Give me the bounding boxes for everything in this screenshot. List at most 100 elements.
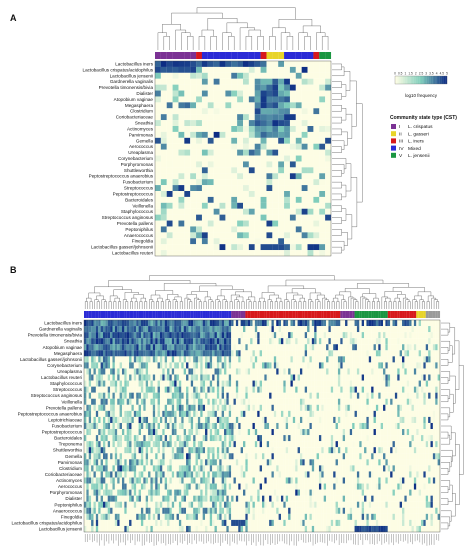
heatmap-cell [254,362,258,369]
heatmap-cell [240,416,244,424]
heatmap-cell [278,435,282,442]
heatmap-cell [148,362,151,369]
heatmap-cell [169,459,172,466]
heatmap-cell [235,332,239,339]
cst-bar-cell [254,52,261,59]
heatmap-cell [233,435,236,442]
heatmap-cell [307,435,310,442]
heatmap-cell [373,410,376,417]
heatmap-cell [235,435,239,442]
heatmap-cell [254,120,261,127]
heatmap-cell [162,362,165,369]
heatmap-cell [437,356,441,363]
heatmap-cell [252,410,255,417]
dendrogram-branch [140,297,146,302]
heatmap-cell [102,416,106,424]
heatmap-cell [421,410,424,417]
heatmap-cell [178,380,182,387]
heatmap-cell [299,350,303,357]
heatmap-cell [233,392,236,399]
heatmap-cell [283,332,286,339]
heatmap-cell [237,173,244,180]
heatmap-cell [190,362,194,369]
heatmap-cell [257,362,260,369]
heatmap-cell [399,374,403,381]
row-label: Prevotella pallens [117,221,154,226]
heatmap-cell [235,416,239,424]
heatmap-cell [143,435,146,442]
heatmap-cell [271,441,274,448]
heatmap-cell [252,332,255,339]
heatmap-cell [266,208,273,215]
heatmap-cell [352,453,355,460]
heatmap-cell [283,380,286,387]
heatmap-cell [243,226,249,233]
heatmap-cell [162,374,165,381]
heatmap-cell [178,137,185,144]
heatmap-cell [349,453,353,460]
legend-roman: III [399,139,403,145]
heatmap-cell [240,453,244,460]
cst-bar-cell [260,52,267,59]
heatmap-cell [313,202,320,209]
heatmap-cell [366,326,369,333]
colorbar-swatch [405,76,407,84]
heatmap-cell [197,441,201,448]
heatmap-cell [314,398,317,405]
heatmap-cell [335,356,338,363]
heatmap-cell [260,214,267,221]
heatmap-cell [114,332,118,339]
heatmap-cell [425,453,429,460]
heatmap-cell [316,320,320,327]
dendrogram-branch [160,301,164,309]
cst-bar-cell [219,52,226,59]
heatmap-cell [335,344,338,351]
heatmap-cell [345,374,348,381]
dendrogram-branch [204,296,211,302]
cst-bar-cell [361,311,365,318]
dendrogram-branch [248,29,261,37]
heatmap-cell [313,196,320,203]
heatmap-cell [207,447,210,454]
heatmap-cell [226,356,229,363]
heatmap-cell [352,332,355,339]
heatmap-cell [157,453,160,460]
heatmap-cell [262,338,265,345]
heatmap-cell [207,404,210,411]
heatmap-cell [124,447,127,454]
heatmap-cell [328,429,331,436]
heatmap-cell [136,435,139,442]
heatmap-cell [289,61,296,67]
heatmap-cell [212,429,215,436]
heatmap-cell [166,78,173,85]
heatmap-cell [188,422,191,430]
heatmap-cell [207,84,214,91]
heatmap-cell [299,398,303,405]
cst-bar-cell [319,52,326,59]
heatmap-cell [254,441,258,448]
heatmap-cell [195,404,198,411]
cst-bar-cell [314,311,317,318]
heatmap-cell [190,114,197,121]
heatmap-cell [152,435,156,442]
heatmap-cell [418,429,422,436]
heatmap-cell [171,344,175,351]
heatmap-cell [201,149,208,156]
cst-bar-cell [299,311,303,318]
heatmap-cell [280,350,284,357]
heatmap-cell [423,350,426,357]
cst-bar-cell [102,311,106,318]
heatmap-cell [394,441,398,448]
heatmap-cell [307,161,314,168]
heatmap-cell [213,167,220,174]
heatmap-cell [404,356,407,363]
heatmap-cell [190,416,194,424]
heatmap-cell [197,386,201,393]
heatmap-cell [356,332,360,339]
heatmap-cell [260,90,267,97]
heatmap-cell [176,441,179,448]
heatmap-cell [432,356,436,363]
heatmap-cell [285,374,289,381]
heatmap-cell [321,350,324,357]
heatmap-cell [411,447,414,454]
